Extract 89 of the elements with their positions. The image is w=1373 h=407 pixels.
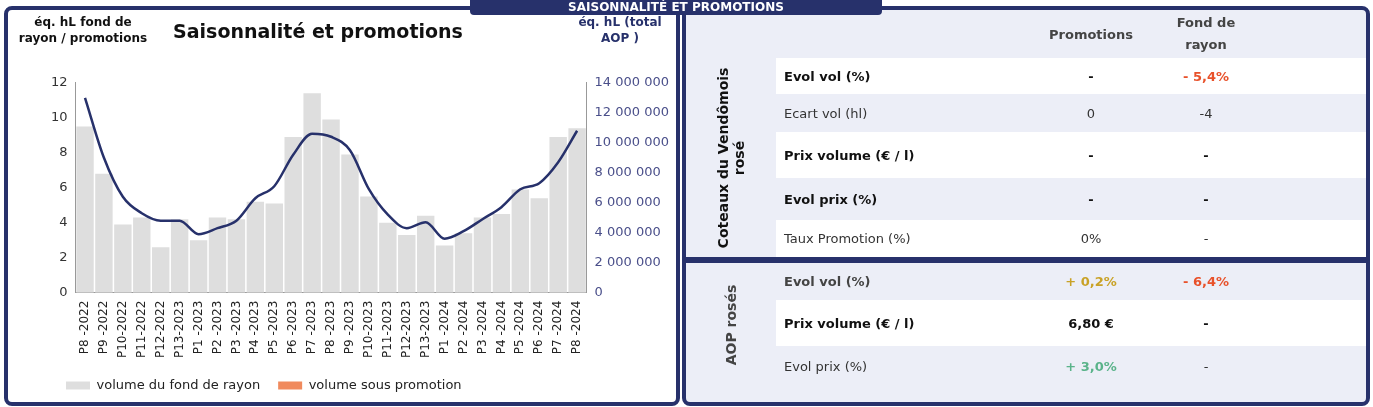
text: Promotions [1048, 25, 1134, 44]
x-tick-label: P7 -2023 [304, 300, 319, 355]
x-tick-label: P2 -2023 [209, 300, 224, 355]
text: AOP rosés [723, 283, 739, 367]
x-tick-label: P11-2023 [379, 300, 394, 358]
text: - 5,4% [1182, 68, 1230, 84]
x-tick-label: P10-2023 [361, 300, 376, 358]
text: Evol prix (%) [776, 346, 1026, 386]
text: -4 [1198, 105, 1214, 121]
y2-tick-label: 8 000 000 [594, 164, 661, 180]
x-tick-label: P3 -2023 [228, 300, 243, 355]
x-tick-label: P11-2022 [133, 300, 148, 358]
y-tick-label: 8 [59, 144, 68, 160]
bar [227, 219, 246, 293]
x-tick-label: P4 -2024 [493, 300, 508, 355]
y-tick-label: 10 [51, 109, 68, 125]
x-tick-label: P9 -2022 [96, 300, 111, 355]
bar [454, 233, 473, 293]
text: Evol vol (%) [776, 260, 1026, 300]
text: Taux Promotion (%) [776, 220, 1026, 260]
bar [416, 215, 435, 293]
x-tick-label: P4 -2023 [247, 300, 262, 355]
y2-tick-label: 4 000 000 [594, 224, 661, 240]
text: Fond de rayon [1175, 14, 1237, 54]
y2-tick-label: 2 000 000 [594, 254, 661, 270]
x-tick-label: P1 -2023 [190, 300, 205, 355]
text: 6,80 € [1026, 300, 1156, 346]
y-axis-title: éq. hL fond de rayon / promotions [18, 14, 148, 46]
bar [435, 245, 454, 293]
text: + 3,0% [1026, 346, 1156, 386]
text: Ecart vol (hl) [776, 94, 1026, 132]
bar [473, 217, 492, 293]
x-tick-label: P12-2023 [398, 300, 413, 358]
y-tick-label: 4 [59, 214, 68, 230]
bar [246, 201, 265, 293]
x-tick-label: P5 -2023 [266, 300, 281, 355]
legend-label: volume du fond de rayon [96, 376, 261, 392]
bar [152, 247, 170, 293]
line-series [83, 96, 579, 240]
x-tick-label: P8 -2023 [323, 300, 338, 355]
bar [189, 240, 208, 293]
text: - [1026, 58, 1156, 94]
y2-axis-title: éq. hL (total AOP ) [577, 14, 663, 46]
x-tick-label: P13-2023 [417, 300, 432, 358]
y2-tick-label: 12 000 000 [594, 104, 669, 120]
x-tick-label: P8 -2024 [569, 300, 584, 355]
text: 0% [1026, 220, 1156, 260]
x-tick-label: P5 -2024 [512, 300, 527, 355]
x-tick-label: P12-2022 [152, 300, 167, 358]
text: - 6,4% [1182, 274, 1230, 289]
x-tick-label: P9 -2023 [342, 300, 357, 355]
text: - [1202, 191, 1210, 207]
x-tick-label: P10-2022 [114, 300, 129, 358]
x-tick-label: P6 -2024 [531, 300, 546, 355]
x-tick-label: P7 -2024 [550, 300, 565, 355]
text: + 0,2% [1026, 260, 1156, 300]
text: - [1202, 231, 1210, 246]
bar [170, 219, 189, 293]
text: - [1026, 132, 1156, 178]
x-tick-label: P2 -2024 [455, 300, 470, 355]
text: - [1202, 147, 1210, 163]
x-tick-label: P8 -2022 [77, 300, 92, 355]
text: 0 [1026, 94, 1156, 132]
y-tick-label: 6 [59, 179, 68, 195]
text: SAISONNALITÉ ET PROMOTIONS [470, 0, 882, 15]
x-tick-label: P6 -2023 [285, 300, 300, 355]
text: Prix volume (€ / l) [776, 132, 1026, 178]
text: Coteaux du Vendômois rosé [715, 66, 747, 250]
x-tick-label: P3 -2024 [474, 300, 489, 355]
y-tick-label: 12 [51, 74, 68, 90]
chart-title: Saisonnalité et promotions [172, 20, 464, 42]
bar [511, 189, 530, 293]
y2-tick-label: 14 000 000 [594, 74, 669, 90]
y2-tick-label: 6 000 000 [594, 194, 661, 210]
text: Prix volume (€ / l) [776, 300, 1026, 346]
y-tick-label: 2 [59, 249, 68, 265]
y-tick-label: 0 [59, 284, 68, 299]
bar [208, 217, 227, 293]
y2-tick-label: 10 000 000 [594, 134, 669, 150]
text: - [1202, 358, 1210, 374]
text: Evol vol (%) [776, 58, 1026, 94]
y2-tick-label: 0 [594, 284, 603, 299]
x-tick-label: P1 -2024 [436, 300, 451, 355]
text: - [1202, 315, 1210, 331]
text: Evol prix (%) [776, 178, 1026, 220]
x-tick-label: P13-2023 [171, 300, 186, 358]
bar [492, 213, 511, 293]
legend-label: volume sous promotion [308, 376, 462, 392]
text: - [1026, 178, 1156, 220]
